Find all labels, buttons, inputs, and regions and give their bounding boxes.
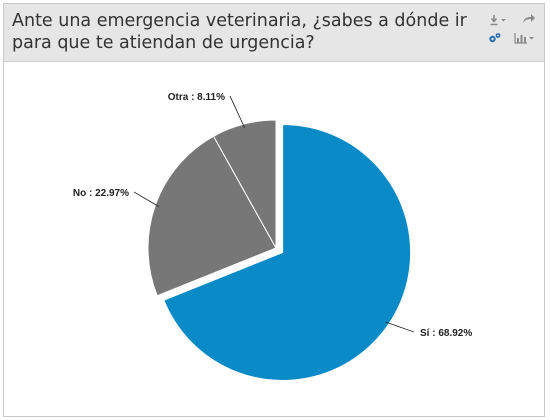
slice-connector	[385, 321, 415, 333]
chart-title: Ante una emergencia veterinaria, ¿sabes …	[12, 11, 467, 53]
slice-label: Otra : 8.11%	[168, 92, 225, 103]
chart-header: Ante una emergencia veterinaria, ¿sabes …	[4, 4, 544, 62]
settings-icon[interactable]	[488, 32, 502, 44]
slice-label: Sí : 68.92%	[420, 328, 472, 339]
share-icon[interactable]	[522, 13, 536, 25]
chart-type-icon[interactable]	[514, 32, 536, 44]
slice-connector	[133, 191, 160, 208]
chart-panel: Ante una emergencia veterinaria, ¿sabes …	[3, 3, 545, 417]
pie-slice-no[interactable]	[147, 135, 277, 297]
pie-chart: Sí : 68.92% No : 22.97% Otra : 8.11%	[73, 92, 472, 381]
download-icon[interactable]	[490, 14, 508, 26]
pie-slice-s[interactable]	[163, 123, 412, 381]
slice-label: No : 22.97%	[73, 188, 129, 199]
slice-connector	[229, 95, 246, 129]
pie-slice-otra[interactable]	[212, 119, 277, 250]
